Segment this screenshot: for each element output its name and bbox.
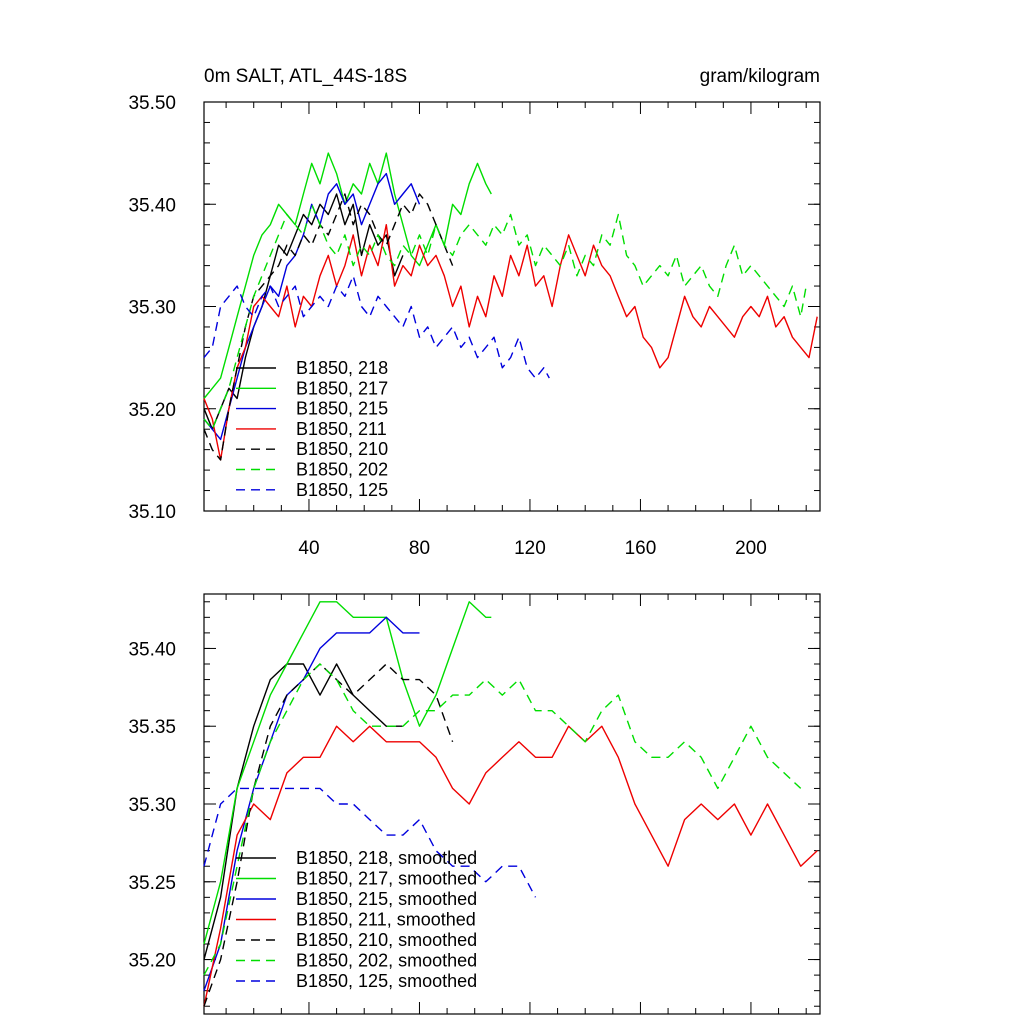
y-tick-label: 35.25	[128, 873, 176, 894]
x-tick-label: 200	[735, 538, 767, 559]
y-tick-label: 35.20	[128, 400, 176, 421]
x-tick-label: 80	[409, 538, 430, 559]
series-line	[203, 663, 802, 976]
series-line	[203, 725, 818, 1007]
top-panel: 0m SALT, ATL_44S-18S gram/kilogram 40 80 1…	[128, 66, 821, 559]
legend-label: B1850, 215	[296, 399, 388, 419]
legend-label: B1850, 215, smoothed	[296, 889, 477, 909]
legend-label: B1850, 210	[296, 439, 388, 459]
y-tick-label: 35.10	[128, 502, 176, 523]
y-tick-label: 35.40	[128, 639, 176, 660]
y-tick-label: 35.35	[128, 717, 176, 738]
y-tick-label: 35.30	[128, 298, 176, 319]
legend-label: B1850, 218, smoothed	[296, 848, 477, 868]
legend-label: B1850, 211	[296, 419, 387, 439]
legend-label: B1850, 125	[296, 480, 388, 500]
units-label: gram/kilogram	[700, 66, 820, 87]
series-line	[203, 616, 420, 991]
series-line	[203, 193, 404, 430]
legend-label: B1850, 218	[296, 358, 388, 378]
y-tick-label: 35.50	[128, 93, 176, 114]
legend-label: B1850, 217, smoothed	[296, 869, 477, 889]
legend-label: B1850, 202, smoothed	[296, 951, 477, 971]
series-line	[203, 223, 818, 461]
x-tick-label: 120	[514, 538, 546, 559]
y-tick-label: 35.40	[128, 195, 176, 216]
x-tick-label: 160	[625, 538, 657, 559]
series-line	[203, 152, 492, 399]
y-tick-label: 35.30	[128, 795, 176, 816]
series-line	[203, 203, 807, 430]
legend-label: B1850, 202	[296, 460, 388, 480]
bottom-panel: 35.20 35.25 35.30 35.35 35.40 B1850, 218, smo…	[128, 593, 821, 1015]
series-line	[203, 601, 492, 945]
series-line	[203, 275, 550, 379]
x-tick-label: 40	[298, 538, 319, 559]
legend-label: B1850, 125, smoothed	[296, 971, 477, 991]
legend-label: B1850, 211, smoothed	[296, 910, 476, 930]
legend-label: B1850, 217	[296, 378, 388, 398]
chart-title: 0m SALT, ATL_44S-18S	[204, 66, 407, 87]
legend-label: B1850, 210, smoothed	[296, 930, 477, 950]
y-tick-label: 35.20	[128, 951, 176, 972]
series-line	[203, 787, 537, 898]
